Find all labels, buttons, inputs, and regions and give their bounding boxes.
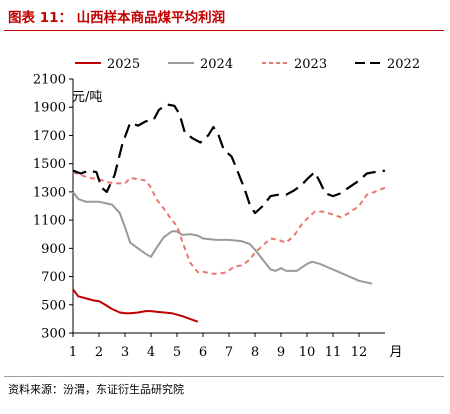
- x-unit-label: 月: [389, 345, 402, 360]
- series-line-2024: [72, 191, 373, 285]
- x-tick-label: 8: [251, 345, 259, 360]
- y-tick-label: 2100: [33, 73, 66, 88]
- legend-label-2022: 2022: [387, 57, 420, 72]
- legend-label-2024: 2024: [200, 57, 233, 72]
- x-tick-label: 5: [173, 345, 181, 360]
- chart-title: 图表 11： 山西样本商品煤平均利润: [8, 10, 226, 26]
- x-tick-label: 9: [277, 345, 285, 360]
- y-tick-label: 900: [41, 242, 66, 257]
- legend: 2025 2024 2023 2022: [75, 57, 420, 72]
- y-tick-label: 1500: [33, 157, 66, 172]
- x-tick-label: 10: [299, 345, 316, 360]
- x-tick-label: 7: [225, 345, 233, 360]
- x-tick-label: 6: [199, 345, 207, 360]
- x-tick-label: 1: [69, 345, 77, 360]
- series-group: [72, 103, 386, 323]
- y-tick-label: 300: [41, 327, 66, 342]
- x-tick-label: 11: [325, 345, 342, 360]
- y-tick-label: 500: [41, 298, 66, 313]
- y-tick-label: 1100: [33, 214, 66, 229]
- x-tick-label: 12: [351, 345, 368, 360]
- y-unit-label: 元/吨: [72, 90, 102, 105]
- series-line-2022: [72, 103, 386, 215]
- x-tick-label: 2: [95, 345, 103, 360]
- legend-label-2025: 2025: [107, 57, 140, 72]
- y-tick-label: 1700: [33, 129, 66, 144]
- series-line-2023: [72, 171, 386, 275]
- y-tick-label: 1900: [33, 101, 66, 116]
- series-line-2025: [72, 288, 199, 323]
- legend-label-2023: 2023: [294, 57, 327, 72]
- footer-divider: [4, 376, 444, 377]
- y-tick-label: 1300: [33, 185, 66, 200]
- title-divider: [4, 30, 444, 31]
- y-tick-label: 700: [41, 270, 66, 285]
- source-note: 资料来源：汾渭，东证衍生品研究院: [8, 383, 184, 396]
- x-tick-label: 3: [121, 345, 129, 360]
- x-tick-label: 4: [147, 345, 155, 360]
